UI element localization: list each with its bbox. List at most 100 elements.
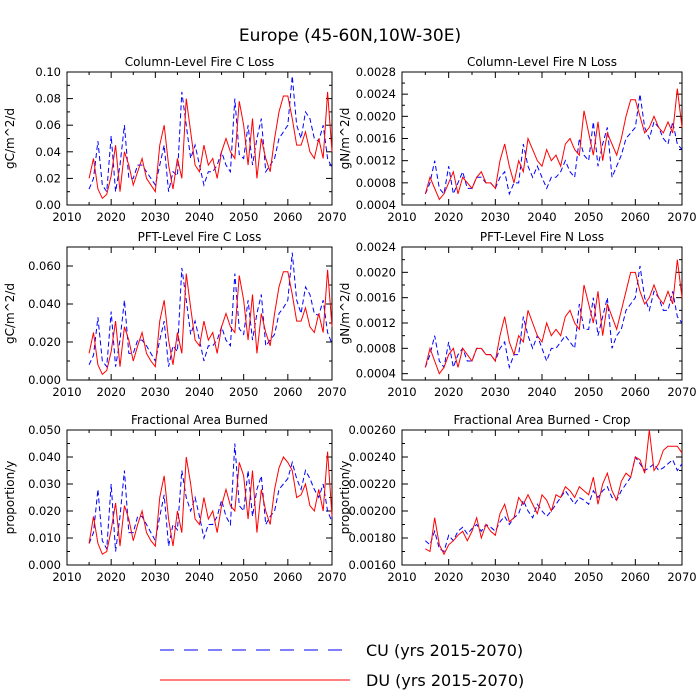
x-tick-label: 2060 [273, 210, 302, 224]
series-line-cu [424, 265, 683, 370]
panel-4: PFT-Level Fire N Loss gN/m^2/d 2010 2020 203… [338, 230, 697, 399]
x-tick-label: 2040 [185, 210, 214, 224]
x-tick-label: 2020 [97, 570, 126, 584]
x-tick-label: 2060 [621, 570, 650, 584]
y-tick-label: 0.00 [35, 198, 61, 212]
y-tick-label: 0.030 [28, 477, 61, 491]
x-tick-label: 2070 [317, 385, 346, 399]
panel-1: Column-Level Fire C Loss gC/m^2/d 2010 2020… [3, 55, 347, 224]
y-axis-label: proportion/y [338, 461, 352, 535]
x-tick-label: 2010 [387, 210, 416, 224]
x-tick-label: 2030 [481, 570, 510, 584]
y-tick-label: 0.0004 [356, 367, 396, 381]
y-tick-label: 0.08 [35, 92, 61, 106]
x-tick-label: 2050 [229, 570, 258, 584]
x-tick-label: 2070 [667, 570, 696, 584]
x-tick-label: 2050 [574, 570, 603, 584]
y-tick-label: 0.0024 [356, 240, 396, 254]
panel-5: Fractional Area Burned proportion/y 2010 20… [3, 413, 347, 584]
y-tick-label: 0.0004 [356, 198, 396, 212]
y-tick-label: 0.040 [28, 450, 61, 464]
panel-title: Fractional Area Burned - Crop [454, 413, 631, 427]
y-tick-label: 0.050 [28, 423, 61, 437]
x-tick-label: 2030 [141, 570, 170, 584]
x-tick-label: 2010 [52, 385, 81, 399]
x-tick-label: 2010 [387, 385, 416, 399]
x-tick-label: 2050 [229, 210, 258, 224]
series-line-cu [88, 443, 333, 552]
y-tick-label: 0.000 [28, 558, 61, 572]
panel-title: PFT-Level Fire N Loss [480, 230, 604, 244]
panels: Column-Level Fire C Loss gC/m^2/d 2010 2020… [3, 55, 697, 584]
y-tick-label: 0.010 [28, 531, 61, 545]
y-tick-label: 0.0024 [356, 87, 396, 101]
series-line-du [88, 451, 333, 555]
plot-frame [66, 246, 333, 381]
plot-frame [401, 429, 683, 566]
legend: CU (yrs 2015-2070) DU (yrs 2015-2070) [160, 641, 524, 690]
y-tick-label: 0.0012 [356, 316, 396, 330]
y-tick-label: 0.0008 [356, 341, 396, 355]
figure-title: Europe (45-60N,10W-30E) [239, 26, 461, 46]
panel-6: Fractional Area Burned - Crop proportion/… [338, 413, 697, 584]
y-tick-label: 0.0012 [356, 154, 396, 168]
series-line-cu [88, 75, 333, 194]
x-tick-label: 2060 [621, 210, 650, 224]
series-line-cu [425, 455, 683, 553]
series-line-cu [424, 94, 683, 196]
panel-2: Column-Level Fire N Loss gN/m^2/d 2010 2020… [338, 55, 697, 224]
x-tick-label: 2050 [229, 385, 258, 399]
x-tick-label: 2030 [481, 210, 510, 224]
y-tick-label: 0.0028 [356, 65, 396, 79]
y-axis-label: proportion/y [3, 461, 17, 535]
y-axis-label: gN/m^2/d [338, 283, 352, 345]
plot-frame [401, 71, 683, 206]
x-tick-label: 2040 [527, 385, 556, 399]
x-tick-label: 2030 [481, 385, 510, 399]
x-tick-label: 2030 [141, 385, 170, 399]
y-tick-label: 0.00220 [348, 477, 396, 491]
x-tick-label: 2060 [621, 385, 650, 399]
x-tick-label: 2050 [574, 210, 603, 224]
x-tick-label: 2010 [387, 570, 416, 584]
series-line-du [424, 259, 683, 375]
panel-title: Column-Level Fire C Loss [125, 55, 275, 69]
x-tick-label: 2070 [667, 210, 696, 224]
y-tick-label: 0.10 [35, 65, 61, 79]
y-tick-label: 0.00180 [348, 531, 396, 545]
y-tick-label: 0.0016 [356, 132, 396, 146]
x-tick-label: 2020 [97, 210, 126, 224]
panel-3: PFT-Level Fire C Loss gC/m^2/d 2010 2020 203… [3, 230, 347, 399]
y-tick-label: 0.0016 [356, 291, 396, 305]
x-tick-label: 2040 [527, 570, 556, 584]
x-tick-label: 2060 [273, 570, 302, 584]
x-tick-label: 2020 [434, 385, 463, 399]
x-tick-label: 2040 [185, 385, 214, 399]
y-tick-label: 0.06 [35, 118, 61, 132]
y-tick-label: 0.020 [28, 335, 61, 349]
panel-title: PFT-Level Fire C Loss [138, 230, 262, 244]
y-axis-label: gC/m^2/d [3, 283, 17, 344]
x-tick-label: 2010 [52, 570, 81, 584]
y-tick-label: 0.00160 [348, 558, 396, 572]
legend-label-du: DU (yrs 2015-2070) [366, 671, 524, 690]
x-tick-label: 2020 [97, 385, 126, 399]
x-tick-label: 2040 [185, 570, 214, 584]
plot-frame [66, 429, 333, 566]
y-tick-label: 0.0008 [356, 176, 396, 190]
x-tick-label: 2020 [434, 210, 463, 224]
y-tick-label: 0.00200 [348, 504, 396, 518]
series-line-du [424, 88, 683, 201]
series-line-du [88, 91, 333, 200]
y-axis-label: gC/m^2/d [3, 108, 17, 169]
x-tick-label: 2070 [317, 210, 346, 224]
panel-title: Column-Level Fire N Loss [467, 55, 617, 69]
panel-title: Fractional Area Burned [131, 413, 268, 427]
y-tick-label: 0.00240 [348, 450, 396, 464]
y-tick-label: 0.020 [28, 504, 61, 518]
legend-label-cu: CU (yrs 2015-2070) [366, 641, 523, 660]
x-tick-label: 2070 [667, 385, 696, 399]
x-tick-label: 2070 [317, 570, 346, 584]
y-tick-label: 0.060 [28, 259, 61, 273]
